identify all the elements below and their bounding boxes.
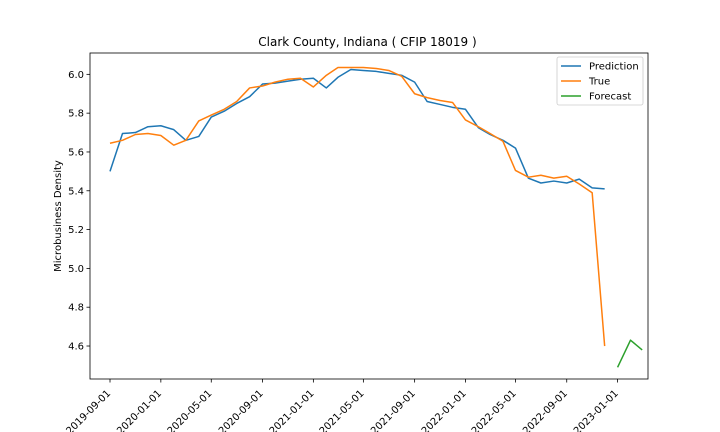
series-line-true	[109, 66, 606, 347]
axes-frame	[89, 52, 649, 380]
y-tick-label: 4.8	[68, 303, 84, 314]
y-tick-label: 5.0	[68, 264, 84, 275]
y-axis-label: Microbusiness Density	[53, 160, 64, 272]
series-line-forecast	[616, 339, 643, 368]
chart-title: Clark County, Indiana ( CFIP 18019 )	[258, 35, 476, 49]
y-tick-label: 6.0	[68, 70, 84, 81]
legend-box	[556, 56, 644, 106]
legend-label-forecast: Forecast	[589, 92, 631, 103]
legend-label-prediction: Prediction	[589, 62, 639, 73]
y-tick-label: 4.6	[68, 342, 84, 353]
y-tick-label: 5.2	[68, 225, 84, 236]
y-tick-label: 5.6	[68, 147, 84, 158]
y-tick-label: 5.4	[68, 186, 84, 197]
y-tick-label: 5.8	[68, 109, 84, 120]
legend-label-true: True	[588, 77, 610, 88]
plot-area	[109, 66, 643, 368]
y-axis: 4.6 4.8 5.0 5.2 5.4 5.6 5.8 6.0	[68, 70, 90, 353]
series-line-prediction	[109, 68, 605, 190]
legend: Prediction True Forecast	[556, 56, 644, 106]
